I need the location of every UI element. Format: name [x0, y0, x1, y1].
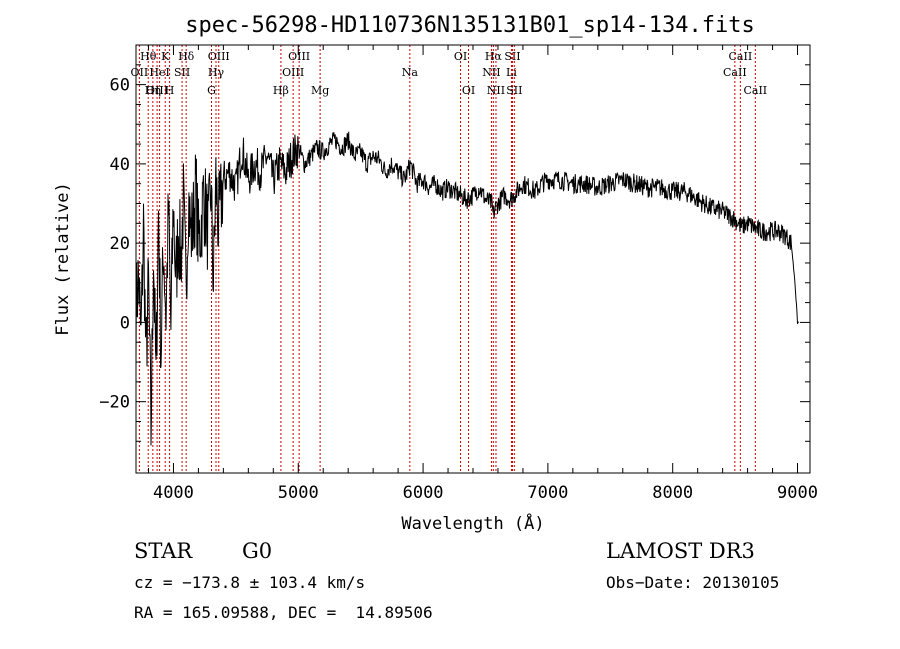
spectrum-line	[135, 131, 800, 446]
emission-line-label: NII	[482, 66, 500, 79]
redshift-cz: cz = −173.8 ± 103.4 km/s	[134, 573, 366, 592]
emission-line-label: Mg	[311, 84, 329, 97]
emission-line-label: CaII	[723, 66, 747, 79]
x-tick-label: 9000	[777, 483, 818, 503]
x-axis-label: Wavelength (Å)	[401, 512, 544, 534]
y-tick-label: −20	[99, 393, 130, 413]
object-subclass: G0	[242, 539, 273, 563]
emission-line-label: OIII	[208, 50, 230, 63]
object-class: STAR	[134, 539, 193, 563]
survey-name: LAMOST DR3	[606, 539, 755, 563]
emission-line-label: OII	[131, 66, 149, 79]
ra-dec-coordinates: RA = 165.09588, DEC = 14.89506	[134, 603, 433, 622]
emission-line-label: CaII	[743, 84, 767, 97]
emission-line-label: Hδ	[178, 50, 195, 63]
y-tick-label: 60	[110, 76, 130, 96]
emission-line-label: OIII	[146, 84, 168, 97]
x-tick-label: 6000	[403, 483, 444, 503]
emission-line-label: HeI	[149, 66, 169, 79]
emission-line-label: OIII	[282, 66, 304, 79]
emission-line-label: NII	[487, 84, 505, 97]
emission-line-label: OI	[462, 84, 475, 97]
emission-line-label: Hθ	[140, 50, 157, 63]
y-tick-label: 20	[110, 234, 130, 254]
chart-title: spec-56298-HD110736N135131B01_sp14-134.f…	[185, 13, 755, 38]
emission-line-label: OIII	[288, 50, 310, 63]
emission-line-label: Hγ	[208, 66, 225, 79]
emission-line-label: Hβ	[273, 84, 289, 97]
emission-line-label: Li	[506, 66, 517, 79]
y-tick-label: 40	[110, 155, 130, 175]
x-tick-label: 4000	[153, 483, 194, 503]
emission-line-label: SII	[506, 84, 522, 97]
emission-line-label: OI	[454, 50, 467, 63]
observation-date: Obs−Date: 20130105	[606, 573, 780, 592]
y-axis-label: Flux (relative)	[53, 182, 73, 336]
x-tick-label: 7000	[527, 483, 568, 503]
emission-line-label: Na	[402, 66, 419, 79]
emission-line-label: SII	[504, 50, 520, 63]
emission-line-label: SII	[174, 66, 190, 79]
emission-line-label: K	[161, 50, 170, 63]
emission-line-label: CaII	[729, 50, 753, 63]
plot-frame	[135, 44, 811, 474]
emission-line-label: G	[207, 84, 216, 97]
emission-line-label: Hα	[485, 50, 503, 63]
y-tick-label: 0	[120, 313, 130, 333]
emission-line-label: Hη	[145, 84, 161, 97]
x-tick-label: 5000	[278, 483, 319, 503]
x-tick-label: 8000	[652, 483, 693, 503]
emission-line-label: H	[165, 84, 175, 97]
